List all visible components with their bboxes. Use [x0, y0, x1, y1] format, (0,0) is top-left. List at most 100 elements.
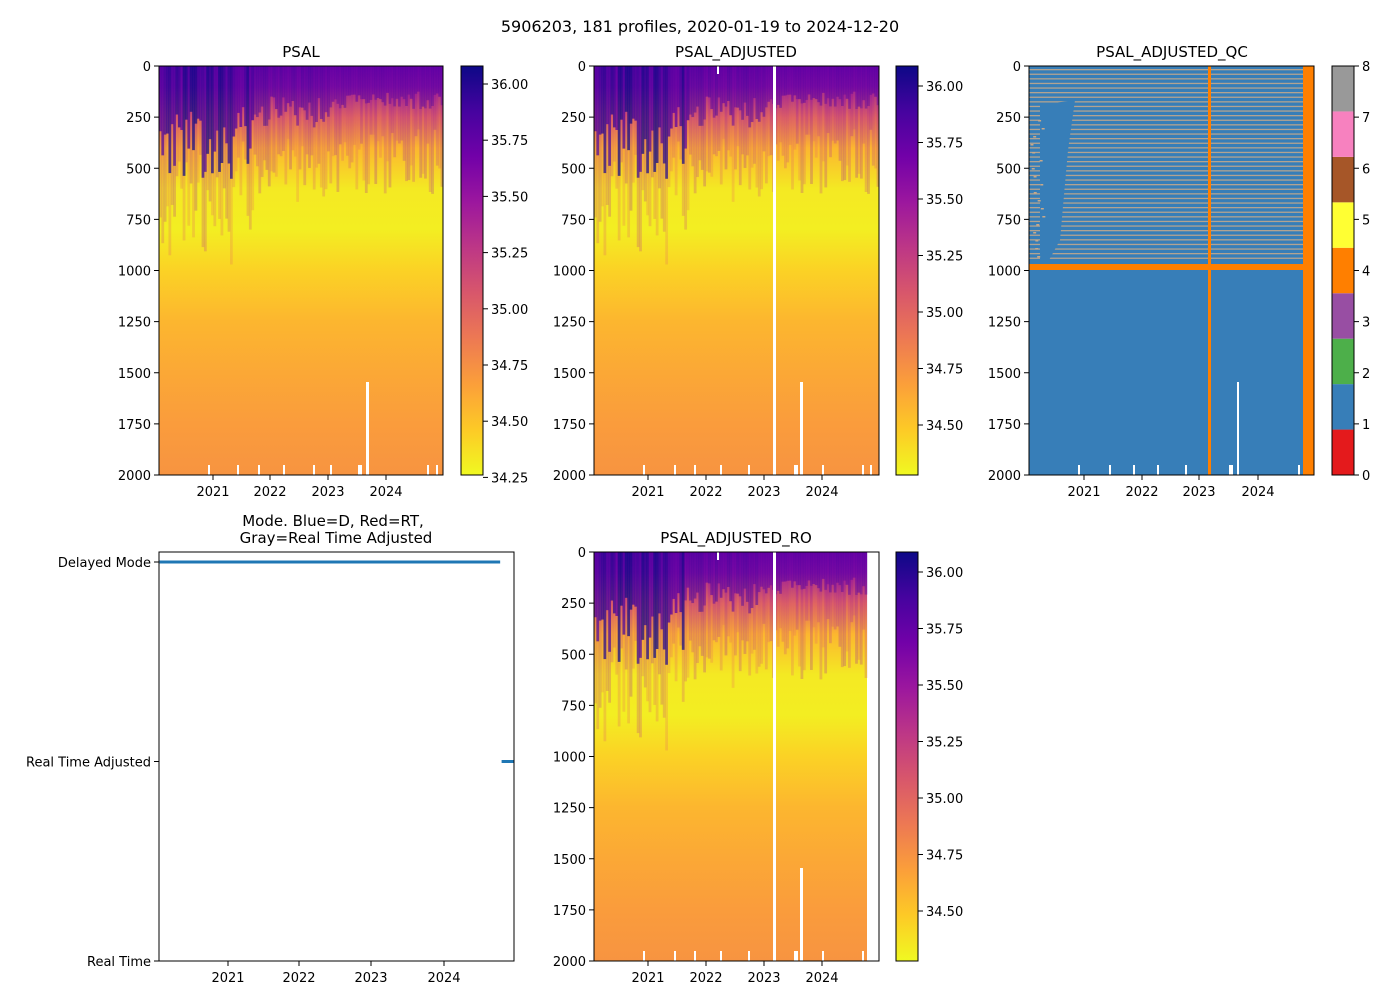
profile-texture: [291, 66, 295, 101]
colorbar-tick-label: 35.50: [491, 190, 528, 205]
profile-texture: [710, 552, 714, 596]
profile-texture: [620, 552, 623, 606]
profile-texture: [784, 95, 787, 169]
profile-texture: [876, 105, 880, 187]
panel-psal-adjusted-qc: PSAL_ADJUSTED_QC 02505007501000125015001…: [988, 43, 1370, 500]
profile-texture: [218, 66, 221, 172]
profile-texture: [201, 66, 205, 178]
profile-texture: [180, 129, 184, 189]
colorbar-fill: [895, 65, 919, 476]
colorbar-tick-label: 36.00: [926, 80, 963, 95]
profile-texture: [779, 66, 783, 108]
qc-line: [1029, 225, 1303, 227]
profile-texture: [807, 66, 811, 95]
profile-texture: [698, 611, 702, 647]
profile-texture: [703, 66, 707, 120]
profile-texture: [409, 98, 413, 166]
profile-texture: [431, 105, 434, 194]
profile-texture: [170, 124, 174, 205]
profile-texture: [845, 584, 849, 652]
profile-texture: [691, 552, 695, 604]
gap-bar: [822, 951, 824, 961]
profile-texture: [343, 107, 347, 143]
profile-texture: [826, 98, 830, 134]
profile-texture: [222, 127, 226, 189]
y-tick-label: 2000: [553, 469, 586, 484]
profile-texture: [388, 103, 392, 188]
colorbar-tick-label: 4: [1362, 265, 1370, 280]
profile-texture: [433, 66, 437, 95]
profile-texture: [258, 112, 262, 194]
profile-texture: [812, 98, 816, 142]
profile-texture: [211, 66, 214, 174]
profile-texture: [793, 66, 797, 96]
profile-texture: [383, 66, 387, 106]
profile-texture: [653, 657, 657, 705]
x-axis: 2021 2022 2023 2024: [211, 961, 461, 986]
y-tick-label: 1250: [988, 316, 1021, 331]
profile-texture: [648, 637, 652, 713]
profile-texture: [237, 112, 240, 158]
profile-texture: [312, 127, 316, 190]
profile-texture: [838, 99, 842, 161]
profile-texture: [601, 66, 604, 134]
gap-bar: [773, 552, 776, 961]
profile-texture: [431, 66, 434, 106]
profile-texture: [166, 133, 169, 207]
profile-texture: [767, 587, 771, 643]
profile-texture: [814, 99, 818, 158]
profile-texture: [731, 611, 735, 688]
profile-texture: [643, 552, 647, 626]
profile-texture: [710, 66, 714, 110]
profile-texture: [769, 552, 773, 586]
profile-texture: [798, 66, 802, 100]
profile-texture: [648, 552, 652, 638]
profile-texture: [348, 95, 352, 169]
qc-line: [1029, 151, 1303, 154]
profile-texture: [189, 66, 193, 112]
profile-texture: [703, 552, 706, 606]
colorbar-tick-label: 34.50: [491, 415, 528, 430]
y-tick-label: 0: [578, 60, 586, 75]
y-tick-label: 2000: [118, 469, 151, 484]
profile-texture: [298, 66, 302, 108]
profile-texture: [722, 66, 726, 104]
profile-texture: [762, 552, 766, 590]
qc-flag-1-area: [1029, 66, 1314, 475]
heatmap-stripes: [594, 552, 868, 751]
profile-texture: [788, 552, 792, 581]
profile-texture: [724, 66, 728, 107]
qc-line: [1042, 216, 1046, 218]
profile-texture: [852, 66, 856, 92]
profile-texture: [674, 66, 678, 128]
profile-texture: [698, 552, 702, 612]
profile-texture: [220, 163, 224, 236]
profile-texture: [390, 98, 394, 134]
profile-texture: [786, 66, 790, 95]
profile-texture: [305, 119, 309, 155]
colorbar-tick-label: 2: [1362, 367, 1370, 382]
profile-texture: [738, 596, 742, 672]
gap-bar: [694, 951, 696, 961]
profile-texture: [748, 66, 752, 128]
profile-texture: [655, 66, 659, 164]
profile-texture: [643, 625, 647, 688]
qc-colorbar-segment: [1332, 384, 1354, 430]
profile-texture: [244, 126, 247, 160]
profile-texture: [374, 99, 378, 184]
profile-texture: [731, 125, 735, 202]
profile-texture: [634, 552, 638, 607]
profile-texture: [357, 95, 361, 150]
profile-texture: [817, 552, 820, 589]
profile-texture: [296, 125, 300, 202]
gap-bar: [643, 951, 645, 961]
profile-texture: [715, 66, 718, 116]
profile-texture: [862, 552, 866, 587]
qc-line: [1029, 253, 1303, 255]
profile-texture: [284, 66, 288, 112]
profile-texture: [802, 552, 806, 589]
profile-texture: [660, 629, 664, 705]
colorbar-tick-label: 5: [1362, 213, 1370, 228]
profile-texture: [843, 552, 847, 581]
y-tick-label: 1500: [553, 367, 586, 382]
